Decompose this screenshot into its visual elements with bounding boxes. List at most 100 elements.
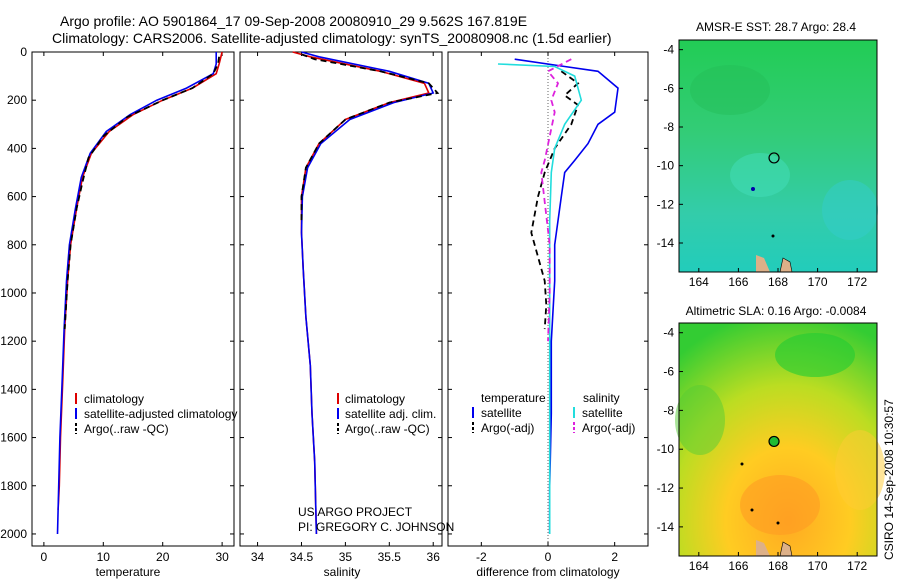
series-line (514, 58, 619, 534)
land-islet (750, 508, 754, 512)
x-tick-label: 34.5 (290, 550, 314, 564)
land-island (756, 540, 770, 556)
legend-label-temp-argo: Argo(-adj) (481, 421, 534, 435)
legend-label-sal-sat: satellite (582, 406, 623, 420)
side-label: CSIRO 14-Sep-2008 10:30:57 (882, 399, 896, 560)
temperature-y-axis: 0 200 400 600 800 1000 1200 1400 1600 1800 2000 (0, 45, 648, 541)
y-tick-label: 1200 (0, 334, 27, 348)
y-tick-label: 400 (7, 141, 27, 155)
legend-label-argo: Argo(..raw -QC) (345, 422, 430, 436)
y-tick-label: 1800 (0, 479, 27, 493)
map-y-tick-label: -12 (657, 197, 675, 211)
sla-green-patch (775, 333, 855, 377)
temperature-x-axis: 0 10 20 30 (41, 52, 229, 564)
sla-yellow-patch (835, 430, 885, 510)
sla-texture (675, 333, 885, 535)
salinity-xlabel: salinity (324, 565, 361, 579)
sst-axes: 164 166 168 170 172 -4 -6 -8 -10 -12 -14 (657, 43, 868, 289)
series-line (292, 51, 430, 535)
x-tick-label: 35 (339, 550, 353, 564)
map-y-tick-label: -10 (657, 159, 675, 173)
map-y-tick-label: -6 (663, 365, 674, 379)
series-line (530, 70, 580, 330)
map-y-tick-label: -6 (663, 81, 674, 95)
map-x-tick-label: 168 (768, 275, 788, 289)
series-line (540, 58, 572, 342)
sla-land (740, 462, 793, 557)
land-islet (740, 462, 744, 466)
map-y-tick-label: -4 (663, 326, 674, 340)
map-x-tick-label: 172 (847, 275, 867, 289)
y-tick-label: 800 (7, 238, 27, 252)
y-tick-label: 1600 (0, 431, 27, 445)
x-tick-label: 36 (427, 550, 441, 564)
y-tick-label: 600 (7, 190, 27, 204)
salinity-legend: climatology satellite adj. clim. Argo(..… (337, 392, 436, 436)
difference-xlabel: difference from climatology (476, 565, 619, 579)
x-tick-label: -2 (476, 550, 487, 564)
series-line (497, 63, 583, 534)
legend-label-temp-sat: satellite (481, 406, 522, 420)
x-tick-label: 0 (41, 550, 48, 564)
series-line (57, 51, 223, 510)
legend-label-argo: Argo(..raw -QC) (84, 422, 169, 436)
sla-axes: 164 166 168 170 172 -4 -6 -8 -10 -12 -14 (657, 326, 868, 573)
x-tick-label: 20 (156, 550, 170, 564)
map-x-tick-label: 164 (689, 275, 709, 289)
x-tick-label: 30 (215, 550, 229, 564)
temperature-xlabel: temperature (96, 565, 161, 579)
land-islet (776, 521, 780, 525)
difference-legend: temperature salinity satellite Argo(-adj… (472, 391, 635, 435)
sst-land (751, 187, 793, 273)
map-y-tick-label: -14 (657, 236, 675, 250)
sla-green-patch (675, 385, 725, 455)
map-y-tick-label: -4 (663, 43, 674, 57)
credit-line1: US ARGO PROJECT (298, 505, 413, 519)
x-tick-label: 0 (545, 550, 552, 564)
sst-texture (690, 65, 878, 240)
argo-float-marker (768, 435, 780, 448)
x-tick-label: 34 (251, 550, 265, 564)
sla-orange-patch (740, 475, 820, 535)
map-y-tick-label: -8 (663, 120, 674, 134)
land-islet (771, 234, 775, 238)
header-line2: Climatology: CARS2006. Satellite-adjuste… (52, 30, 612, 46)
map-x-tick-label: 164 (689, 559, 709, 573)
y-tick-label: 1400 (0, 382, 27, 396)
series-line (300, 53, 440, 221)
sst-cool-patch (822, 180, 878, 240)
land-island (756, 255, 770, 272)
map-x-tick-label: 170 (808, 559, 828, 573)
x-tick-label: 10 (97, 550, 111, 564)
credit-line2: PI: GREGORY C. JOHNSON (298, 520, 454, 534)
x-tick-label: 35.5 (378, 550, 402, 564)
sla-map-title: Altimetric SLA: 0.16 Argo: -0.0084 (686, 304, 867, 318)
map-y-tick-label: -14 (657, 520, 675, 534)
y-tick-label: 1000 (0, 286, 27, 300)
legend-title-temperature: temperature (481, 391, 546, 405)
temperature-series (56, 51, 223, 535)
temperature-legend: climatology satellite-adjusted climatolo… (75, 392, 237, 436)
temperature-plot-frame (31, 51, 235, 547)
legend-label-sat-adj: satellite-adjusted climatology (84, 407, 237, 421)
series-line (300, 51, 435, 535)
map-y-tick-label: -12 (657, 481, 675, 495)
legend-title-salinity: salinity (583, 391, 620, 405)
land-islet (751, 187, 755, 191)
map-x-tick-label: 168 (768, 559, 788, 573)
salinity-panel: 34 34.5 35 35.5 36 salinity climatology sate… (239, 51, 454, 579)
legend-label-climatology: climatology (84, 392, 144, 406)
legend-label-sal-argo: Argo(-adj) (582, 421, 635, 435)
legend-label-climatology: climatology (345, 392, 405, 406)
sst-green-patch (690, 65, 770, 115)
map-x-tick-label: 172 (847, 559, 867, 573)
y-tick-label: 0 (20, 45, 27, 59)
legend-label-sat-adj: satellite adj. clim. (345, 407, 436, 421)
sla-map-panel: Altimetric SLA: 0.16 Argo: -0.0084 164 16… (657, 304, 885, 573)
series-line (56, 52, 217, 535)
salinity-plot-frame (239, 51, 443, 547)
sst-map-panel: AMSR-E SST: 28.7 Argo: 28.4 164 166 168 170… (657, 20, 878, 289)
argo-float-marker (768, 152, 780, 164)
